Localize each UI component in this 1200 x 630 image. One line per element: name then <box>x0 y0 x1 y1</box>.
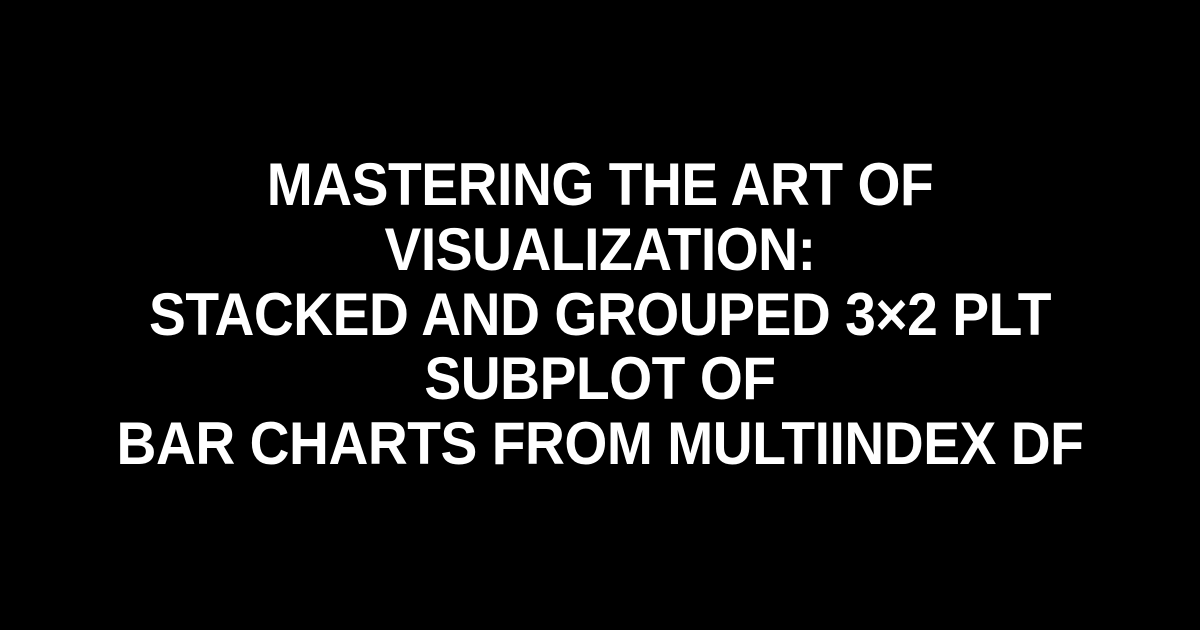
title-line-3: Bar Charts from MultiIndex DF <box>117 410 1084 477</box>
hero-title: Mastering the Art of Visualization: Stac… <box>85 153 1115 477</box>
title-line-2: Stacked and Grouped 3×2 plt Subplot of <box>149 281 1051 413</box>
hero-title-container: Mastering the Art of Visualization: Stac… <box>0 153 1200 477</box>
title-line-1: Mastering the Art of Visualization: <box>267 151 933 283</box>
